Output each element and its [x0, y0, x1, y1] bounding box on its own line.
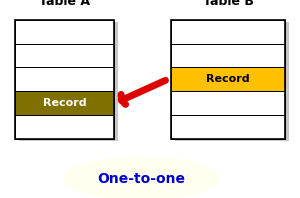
Bar — [15, 115, 114, 139]
Bar — [175, 22, 289, 141]
Bar — [15, 67, 114, 91]
Bar — [15, 91, 114, 115]
Bar — [171, 20, 285, 44]
Bar — [171, 44, 285, 67]
Bar — [171, 115, 285, 139]
Text: Table A: Table A — [39, 0, 90, 8]
Bar — [15, 44, 114, 67]
Text: Table B: Table B — [202, 0, 253, 8]
Bar — [19, 22, 118, 141]
Bar — [171, 91, 285, 115]
Bar — [171, 67, 285, 91]
Bar — [15, 20, 114, 139]
Text: Record: Record — [206, 74, 250, 84]
Text: Record: Record — [43, 98, 86, 108]
FancyArrowPatch shape — [121, 80, 166, 104]
Bar — [15, 20, 114, 44]
Text: One-to-one: One-to-one — [97, 172, 185, 186]
Ellipse shape — [63, 156, 219, 198]
Bar — [171, 20, 285, 139]
